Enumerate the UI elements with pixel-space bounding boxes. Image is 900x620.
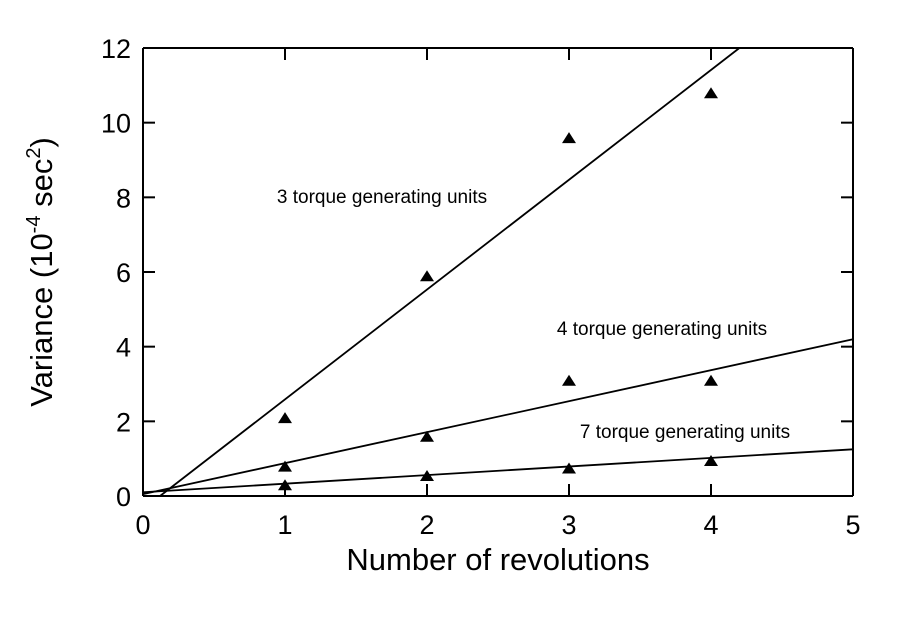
data-point-triangle <box>278 460 292 472</box>
data-point-triangle <box>562 374 576 386</box>
data-point-triangle <box>562 132 576 144</box>
data-point-triangle <box>420 270 434 282</box>
fit-line <box>159 47 740 497</box>
data-markers <box>278 87 718 491</box>
series-annotations: 3 torque generating units 4 torque genera… <box>277 187 790 443</box>
data-point-triangle <box>704 374 718 386</box>
series-annotation: 3 torque generating units <box>277 187 487 208</box>
y-tick-label: 6 <box>116 258 131 288</box>
y-tick-label: 4 <box>116 333 131 363</box>
y-axis-label-close: ) <box>24 137 59 147</box>
y-axis-label-unit-exponent: 2 <box>23 148 45 159</box>
x-tick-label: 1 <box>277 510 292 540</box>
fit-line <box>142 448 854 494</box>
fit-lines <box>142 47 854 497</box>
data-point-triangle <box>704 87 718 99</box>
y-tick-label: 0 <box>116 482 131 512</box>
y-tick-label: 2 <box>116 407 131 437</box>
data-point-triangle <box>562 462 576 474</box>
x-tick-label: 5 <box>845 510 860 540</box>
fit-line <box>142 338 854 496</box>
x-tick-label: 0 <box>135 510 150 540</box>
data-point-triangle <box>278 479 292 491</box>
y-axis-label-unit: sec <box>24 159 59 216</box>
series-annotation: 4 torque generating units <box>557 319 767 340</box>
y-tick-label: 10 <box>101 109 131 139</box>
y-axis-label: Variance (10-4 sec2) <box>23 137 59 407</box>
data-point-triangle <box>420 469 434 481</box>
x-tick-label: 4 <box>703 510 718 540</box>
data-point-triangle <box>420 430 434 442</box>
y-axis-label-exponent: -4 <box>23 216 45 234</box>
y-tick-label: 12 <box>101 34 131 64</box>
x-axis-label: Number of revolutions <box>346 542 649 577</box>
data-point-triangle <box>704 455 718 467</box>
series-annotation: 7 torque generating units <box>580 422 790 443</box>
x-tick-label: 3 <box>561 510 576 540</box>
y-axis-label-main: Variance (10 <box>24 233 59 406</box>
y-tick-label: 8 <box>116 183 131 213</box>
x-tick-label: 2 <box>419 510 434 540</box>
data-point-triangle <box>278 412 292 424</box>
